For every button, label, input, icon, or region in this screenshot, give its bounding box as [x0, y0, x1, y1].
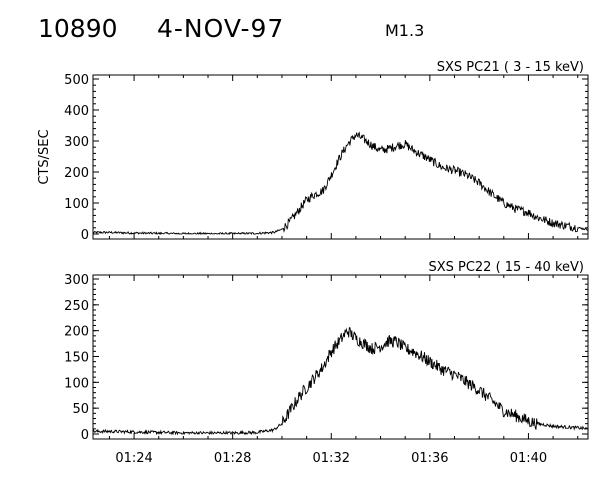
y-tick-label: 250 — [64, 299, 89, 314]
event-id: 10890 — [38, 14, 118, 43]
y-tick-label: 300 — [64, 135, 89, 150]
x-tick-label: 01:40 — [510, 451, 547, 466]
x-tick-label: 01:36 — [411, 451, 448, 466]
x-tick-label: 01:28 — [214, 451, 251, 466]
series-line — [92, 327, 588, 436]
y-tick-label: 200 — [64, 166, 89, 181]
series-line — [92, 131, 588, 236]
y-tick-label: 100 — [64, 376, 89, 391]
y-axis-label: CTS/SEC — [37, 129, 52, 184]
x-tick-label: 01:24 — [115, 451, 152, 466]
y-tick-label: 0 — [81, 428, 89, 443]
flare-class: M1.3 — [385, 21, 425, 40]
y-tick-label: 200 — [64, 325, 89, 340]
y-tick-label: 150 — [64, 351, 89, 366]
y-tick-label: 300 — [64, 273, 89, 288]
panel-title: SXS PC22 ( 15 - 40 keV) — [428, 260, 584, 275]
plot-frame — [92, 74, 589, 240]
y-tick-label: 50 — [72, 402, 89, 417]
event-date: 4-NOV-97 — [157, 14, 285, 43]
y-tick-label: 100 — [64, 197, 89, 212]
y-tick-label: 0 — [81, 228, 89, 243]
y-tick-label: 400 — [64, 104, 89, 119]
y-tick-label: 500 — [64, 73, 89, 88]
panel-title: SXS PC21 ( 3 - 15 keV) — [437, 60, 584, 75]
x-tick-label: 01:32 — [313, 451, 350, 466]
